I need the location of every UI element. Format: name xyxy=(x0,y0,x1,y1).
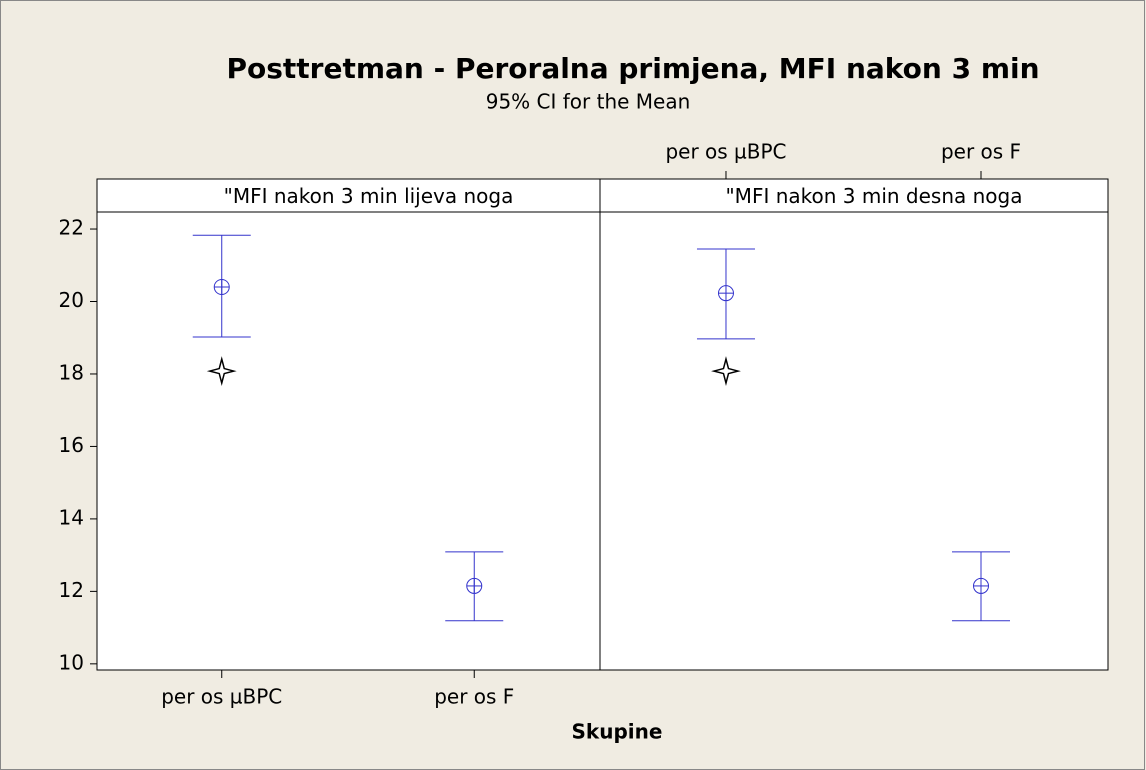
mean-marker xyxy=(213,279,230,296)
x-tick-label: per os F xyxy=(434,685,514,709)
mean-marker xyxy=(973,577,989,594)
strip-label: "MFI nakon 3 min lijeva noga xyxy=(224,184,514,208)
y-tick-label: 14 xyxy=(59,505,84,529)
panel xyxy=(599,211,1109,671)
x-tick-label: per os µBPC xyxy=(161,685,282,709)
mean-marker xyxy=(717,285,734,302)
star-marker xyxy=(711,356,741,387)
strip xyxy=(96,178,601,213)
y-tick-label: 12 xyxy=(59,578,84,602)
star-marker xyxy=(206,356,237,387)
x-tick-label: per os F xyxy=(941,140,1021,164)
y-tick-label: 22 xyxy=(59,216,84,240)
chart-title: Posttretman - Peroralna primjena, MFI na… xyxy=(226,52,1039,85)
x-tick-label: per os µBPC xyxy=(665,140,786,164)
y-tick-label: 20 xyxy=(59,288,84,312)
mean-marker xyxy=(466,577,483,594)
chart-subtitle: 95% CI for the Mean xyxy=(486,90,691,114)
x-axis-title: Skupine xyxy=(572,720,663,744)
y-tick-label: 10 xyxy=(59,650,84,674)
strip xyxy=(599,178,1109,213)
y-tick-label: 16 xyxy=(59,433,84,457)
strip-label: "MFI nakon 3 min desna noga xyxy=(725,184,1022,208)
panel xyxy=(96,211,601,671)
y-tick-label: 18 xyxy=(59,360,84,384)
